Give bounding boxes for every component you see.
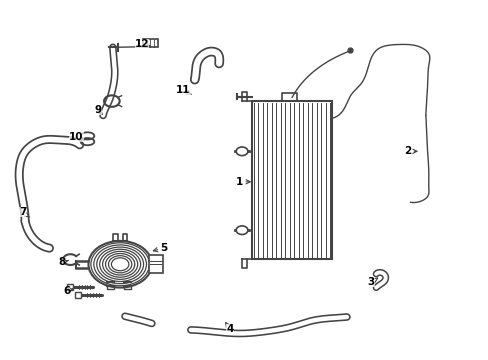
Text: 8: 8 (58, 257, 68, 267)
Bar (251, 101, 331, 259)
Text: 11: 11 (176, 85, 191, 95)
Text: 5: 5 (153, 243, 167, 253)
Bar (67, 284, 73, 290)
Text: 7: 7 (19, 207, 29, 217)
Circle shape (236, 147, 247, 156)
Text: 1: 1 (236, 177, 250, 187)
Bar (143, 40, 158, 46)
Bar (75, 292, 81, 298)
Text: 4: 4 (225, 323, 233, 334)
Text: 2: 2 (404, 146, 416, 156)
Text: 10: 10 (69, 132, 83, 142)
Text: 12: 12 (135, 39, 149, 49)
Bar (149, 255, 163, 273)
Circle shape (236, 226, 247, 234)
Text: 9: 9 (95, 105, 102, 115)
Text: 3: 3 (367, 277, 377, 287)
Text: 6: 6 (63, 286, 73, 296)
